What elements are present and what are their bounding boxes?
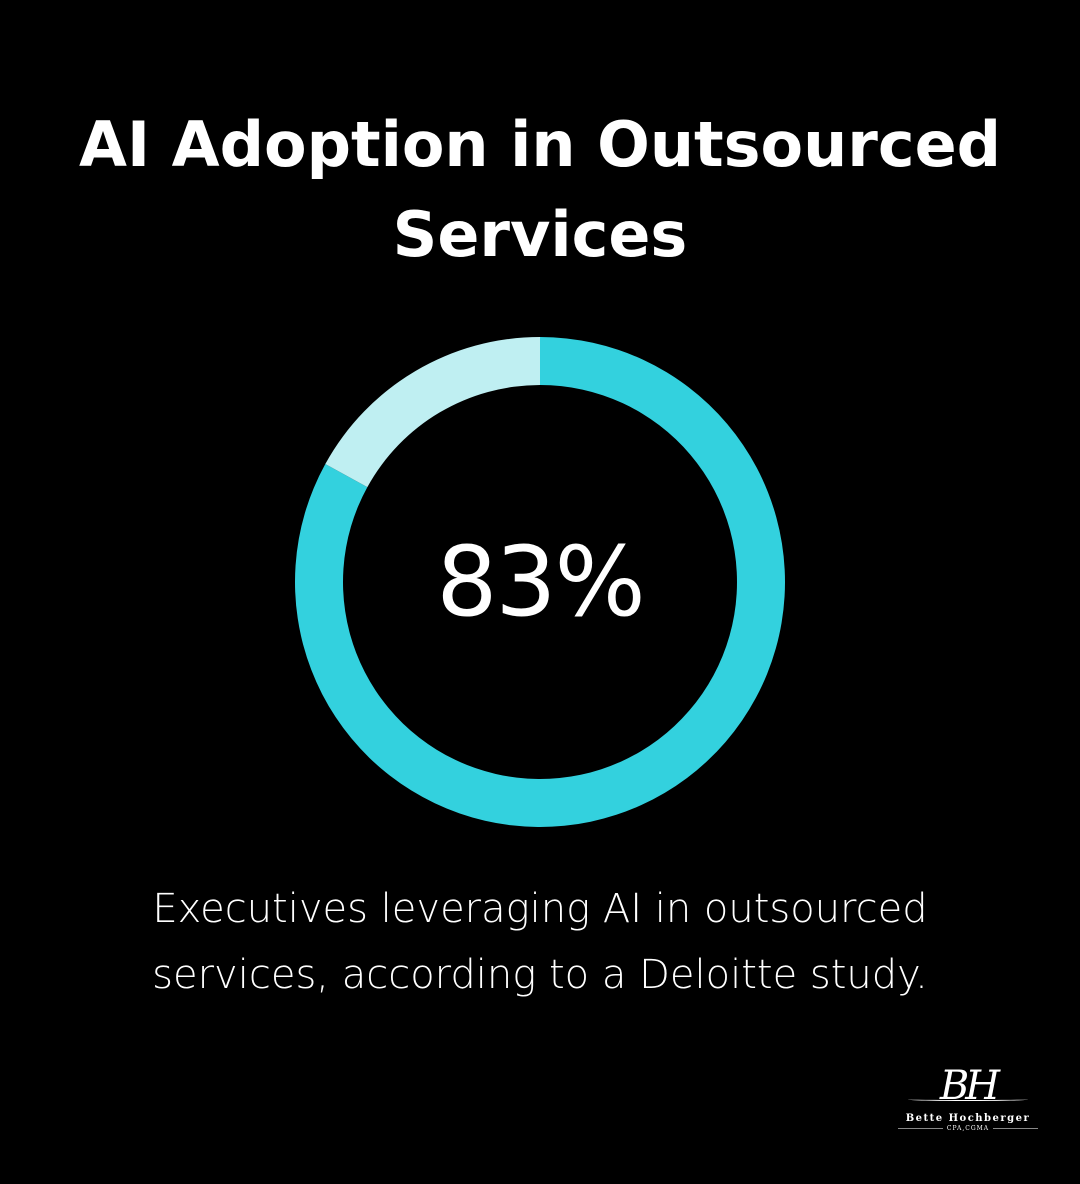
logo-credentials-row: CPA,CGMA [898, 1125, 1038, 1132]
chart-caption: Executives leveraging AI in outsourced s… [152, 886, 928, 998]
logo-name: Bette Hochberger [905, 1113, 1031, 1124]
logo-swash [908, 1098, 1028, 1101]
center-percentage: 83% [436, 526, 645, 638]
donut-slice-2 [325, 337, 540, 488]
chart-title: AI Adoption in Outsourced Services [78, 108, 1002, 271]
logo-rule-right [993, 1128, 1038, 1129]
donut-chart: 83% [295, 337, 785, 827]
logo-credentials: CPA,CGMA [946, 1125, 990, 1132]
logo-monogram: BH [939, 1063, 1000, 1109]
logo-rule-left [898, 1128, 943, 1129]
donut-svg [295, 337, 785, 827]
brand-logo: BH Bette Hochberger CPA,CGMA [898, 1066, 1038, 1166]
